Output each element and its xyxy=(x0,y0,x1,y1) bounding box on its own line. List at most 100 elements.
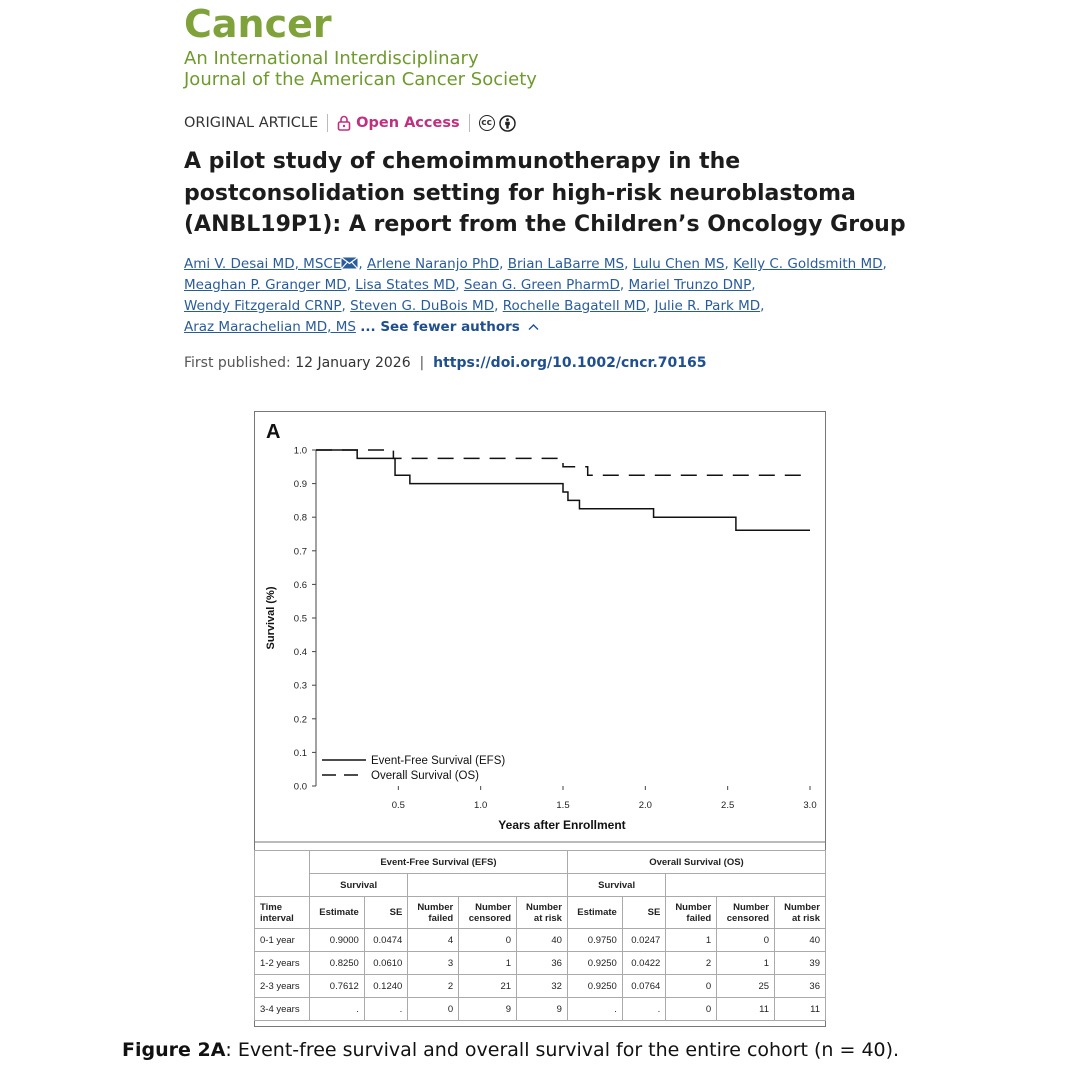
author-link[interactable]: Wendy Fitzgerald CRNP xyxy=(184,298,342,314)
table-body: 0-1 year 0.9000 0.0474 4 0 40 0.9750 0.0247 1 0 40… xyxy=(254,928,826,1021)
table-cell: . xyxy=(363,997,409,1021)
author-link[interactable]: Araz Marachelian MD, MS xyxy=(184,319,356,335)
author-line-2: Meaghan P. Granger MD, Lisa States MD, S… xyxy=(184,277,756,293)
column-header: Number at risk xyxy=(774,896,826,929)
author-link[interactable]: Julie R. Park MD xyxy=(654,298,761,314)
table-cell: 36 xyxy=(516,951,568,975)
table-cell: 0.7612 xyxy=(308,974,365,998)
y-tick-label: 0.8 xyxy=(294,513,307,524)
header-line: Number xyxy=(784,901,820,913)
see-fewer-authors-button[interactable]: ... See fewer authors xyxy=(360,319,539,335)
y-tick-label: 0.2 xyxy=(294,714,307,725)
published-date: 12 January 2026 xyxy=(295,355,411,371)
author-link[interactable]: Sean G. Green PharmD xyxy=(463,277,620,293)
header-line: Number xyxy=(675,901,712,913)
table-cell: 25 xyxy=(716,974,776,998)
see-fewer-label: ... See fewer authors xyxy=(360,319,520,335)
table-cell: 11 xyxy=(774,997,826,1021)
caption-text: : Event-free survival and overall surviv… xyxy=(225,1039,900,1061)
journal-name[interactable]: Cancer xyxy=(184,2,332,46)
column-header: Estimate xyxy=(308,896,365,929)
author-line-1: Ami V. Desai MD, MSCE, Arlene Naranjo Ph… xyxy=(184,256,887,272)
author-link[interactable]: Lulu Chen MS xyxy=(632,256,725,272)
header-line: Estimate xyxy=(319,907,359,918)
table-cell: 0.0610 xyxy=(363,951,409,975)
table-row: 2-3 years 0.7612 0.1240 2 21 32 0.9250 0.0764 0 2… xyxy=(254,974,826,998)
unlock-icon xyxy=(337,115,351,131)
empty-cell xyxy=(774,873,826,897)
table-cell: 0.1240 xyxy=(363,974,409,998)
axes: 0.0 0.1 0.2 0.3 0.4 0.5 0.6 0.7 0.8 0.9 1.0 0.5 1.0 1… xyxy=(294,446,817,812)
table-cell: 0.9750 xyxy=(566,928,623,952)
survival-table: Event-Free Survival (EFS) Overall Surviv… xyxy=(254,850,827,1021)
author-link[interactable]: Ami V. Desai MD, MSCE xyxy=(184,256,342,272)
table-cell: 0.0474 xyxy=(363,928,409,952)
header-line: failed xyxy=(428,912,454,924)
table-cell: 0 xyxy=(407,997,460,1021)
efs-group-header: Event-Free Survival (EFS) xyxy=(308,850,568,874)
open-access-badge[interactable]: Open Access xyxy=(337,115,460,131)
author-link[interactable]: Kelly C. Goldsmith MD xyxy=(733,256,883,272)
empty-cell xyxy=(516,873,568,897)
header-line: Number xyxy=(417,901,454,913)
column-header: SE xyxy=(621,896,667,929)
author-link[interactable]: Steven G. DuBois MD xyxy=(350,298,495,314)
separator: | xyxy=(419,355,425,371)
table-cell: 3 xyxy=(407,951,460,975)
doi-link[interactable]: https://doi.org/10.1002/cncr.70165 xyxy=(433,355,707,371)
table-cell: 39 xyxy=(774,951,826,975)
table-cell: 1 xyxy=(716,951,776,975)
time-interval-cell: 1-2 years xyxy=(254,951,310,975)
header-line: at risk xyxy=(533,912,562,924)
author-link[interactable]: Arlene Naranjo PhD xyxy=(366,256,500,272)
author-link[interactable]: Rochelle Bagatell MD xyxy=(502,298,646,314)
panel-label: A xyxy=(266,421,280,443)
y-tick-label: 0.3 xyxy=(294,681,307,692)
creative-commons-icon[interactable]: cc xyxy=(478,115,495,131)
table-group-header-row: Event-Free Survival (EFS) Overall Surviv… xyxy=(254,850,827,874)
y-tick-label: 0.4 xyxy=(294,647,307,658)
author-link[interactable]: Meaghan P. Granger MD xyxy=(184,277,347,293)
y-tick-label: 0.5 xyxy=(294,614,307,625)
x-tick-label: 3.0 xyxy=(803,800,816,811)
open-access-label: Open Access xyxy=(356,115,460,131)
table-cell: 0.0422 xyxy=(621,951,667,975)
table-cell: 1 xyxy=(458,951,518,975)
author-link[interactable]: Mariel Trunzo DNP xyxy=(628,277,752,293)
time-interval-header: Time interval xyxy=(254,896,310,929)
header-line: SE xyxy=(647,907,661,918)
y-tick-label: 0.6 xyxy=(294,580,307,591)
legend-os-label: Overall Survival (OS) xyxy=(371,770,479,782)
header-line: Time xyxy=(260,901,283,913)
table-cell: 2 xyxy=(407,974,460,998)
column-header: Estimate xyxy=(566,896,623,929)
table-cell: 0.9250 xyxy=(566,951,623,975)
divider xyxy=(468,114,470,132)
table-column-header-row: Time interval Estimate SE Number failed Numbe… xyxy=(254,896,826,929)
author-link[interactable]: Brian LaBarre MS xyxy=(507,256,625,272)
table-cell: 11 xyxy=(716,997,776,1021)
x-axis-label: Years after Enrollment xyxy=(498,818,625,832)
article-type: ORIGINAL ARTICLE xyxy=(184,115,319,131)
x-tick-label: 2.5 xyxy=(721,800,734,811)
email-icon[interactable] xyxy=(341,257,359,269)
divider xyxy=(327,114,329,132)
table-cell: 0.0764 xyxy=(621,974,667,998)
table-cell: 0.9000 xyxy=(308,928,365,952)
figure-frame xyxy=(254,411,826,1027)
attribution-icon[interactable] xyxy=(498,114,516,132)
y-tick-label: 0.9 xyxy=(294,479,307,490)
header-line: Number xyxy=(526,901,562,913)
column-header: Number censored xyxy=(716,896,776,929)
table-cell: 32 xyxy=(516,974,568,998)
y-tick-label: 0.0 xyxy=(294,782,307,793)
os-survival-header: Survival xyxy=(566,873,667,897)
figure-caption: Figure 2A: Event-free survival and overa… xyxy=(122,1039,899,1061)
legend: Event-Free Survival (EFS) Overall Surviv… xyxy=(322,755,505,782)
table-cell: . xyxy=(566,997,623,1021)
table-row: 1-2 years 0.8250 0.0610 3 1 36 0.9250 0.0422 2 1 3… xyxy=(254,951,826,975)
author-link[interactable]: Lisa States MD xyxy=(355,277,456,293)
table-corner xyxy=(254,873,310,897)
chevron-up-icon xyxy=(528,324,539,330)
y-tick-label: 1.0 xyxy=(294,446,307,457)
